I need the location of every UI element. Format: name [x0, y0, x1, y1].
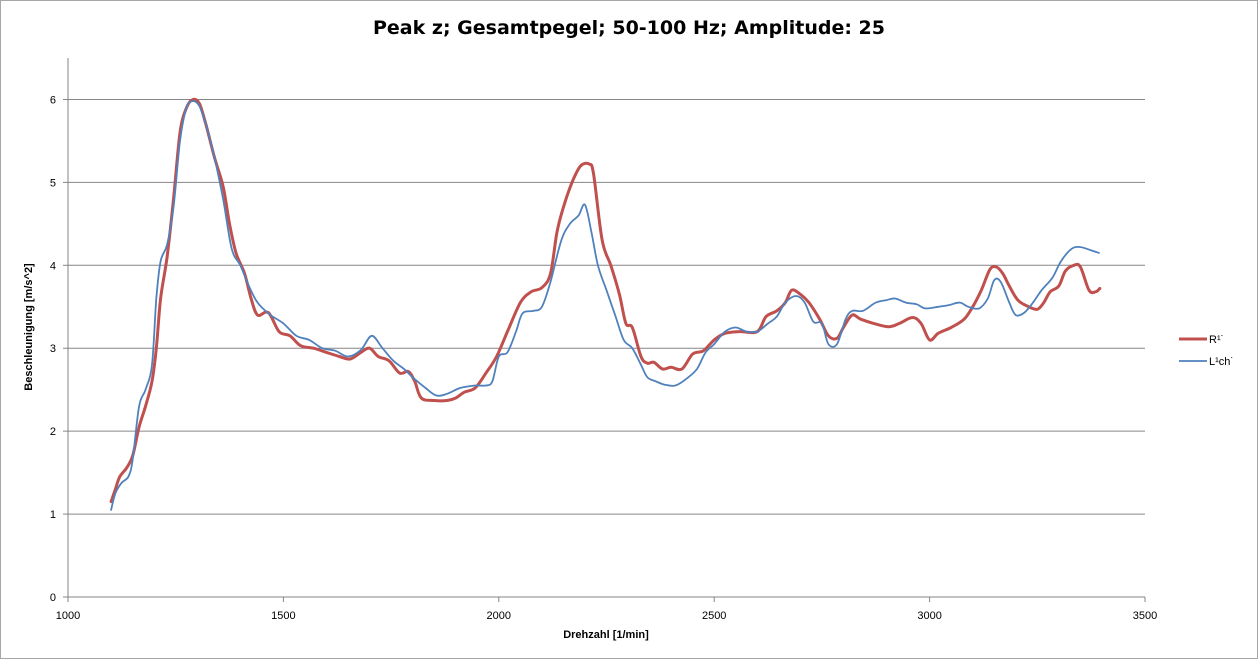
- y-tick-label: 4: [50, 260, 56, 272]
- x-tick-label: 3500: [1133, 610, 1157, 622]
- x-tick-label: 2000: [487, 610, 511, 622]
- legend-label-2: L¹ch˙: [1209, 356, 1234, 368]
- x-tick-label: 1500: [271, 610, 295, 622]
- legend: R¹˙ L¹ch˙: [1179, 334, 1234, 368]
- x-axis-label: Drehzahl [1/min]: [563, 629, 649, 641]
- axes: [67, 58, 1145, 598]
- x-tick-label: 1000: [56, 610, 80, 622]
- series-line-2: [110, 100, 1100, 511]
- y-tick-label: 5: [50, 177, 56, 189]
- y-tick-label: 6: [50, 94, 56, 106]
- y-tick-label: 0: [50, 592, 56, 604]
- x-tick-label: 2500: [702, 610, 726, 622]
- y-axis-label: Beschleunigung [m/s^2]: [23, 263, 35, 391]
- series-line-1: [109, 97, 1102, 504]
- y-tick-label: 1: [50, 509, 56, 521]
- series-lines: [109, 97, 1102, 511]
- y-tick-label: 3: [50, 343, 56, 355]
- legend-label-1: R¹˙: [1209, 334, 1224, 346]
- x-tick-label: 3000: [917, 610, 941, 622]
- x-axis-ticks: 1000 1500 2000 2500 3000 3500: [56, 597, 1157, 622]
- gridlines: [68, 98, 1145, 515]
- y-axis-ticks: 0 1 2 3 4 5 6: [50, 94, 68, 604]
- chart-title: Peak z; Gesamtpegel; 50-100 Hz; Amplitud…: [373, 17, 885, 39]
- y-tick-label: 2: [50, 426, 56, 438]
